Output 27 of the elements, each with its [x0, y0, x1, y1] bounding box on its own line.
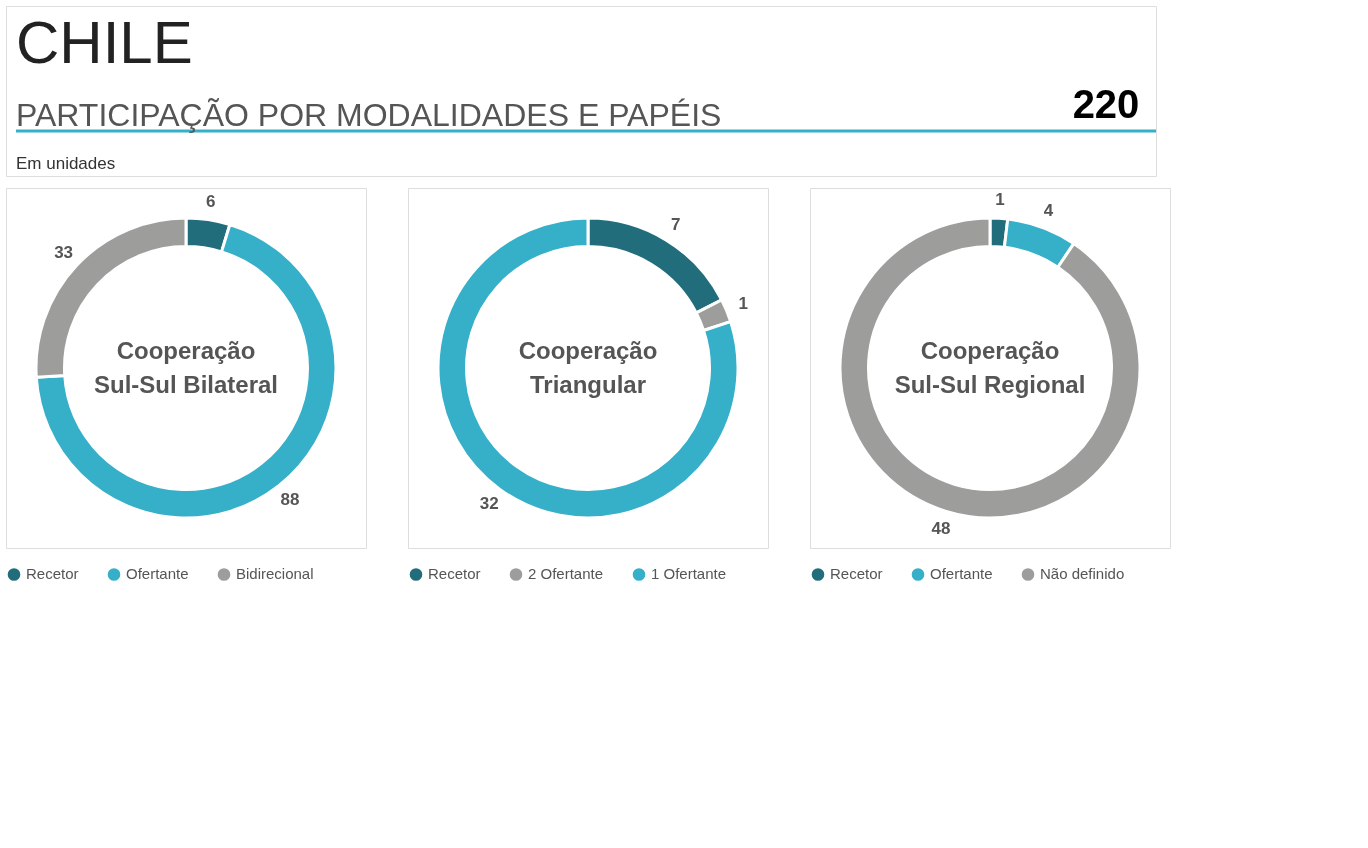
legend-label: Recetor	[26, 565, 79, 583]
data-label: 7	[671, 214, 681, 234]
data-label: 88	[280, 489, 300, 509]
data-label: 32	[479, 493, 499, 513]
legend-label: Ofertante	[930, 565, 993, 583]
legend-label: Ofertante	[126, 565, 189, 583]
legend-label: Não definido	[1040, 565, 1125, 583]
legend-label: Bidirecional	[236, 565, 314, 583]
legend-label: 2 Ofertante	[528, 565, 604, 583]
text: Cooperação Sul-Sul Regional	[894, 337, 1086, 398]
data-label: 1	[995, 190, 1005, 210]
text: PARTICIPAÇÃO POR MODALIDADES E PAPÉIS	[16, 97, 722, 133]
text: CHILE	[16, 9, 193, 76]
data-label: 1	[738, 293, 748, 313]
data-label: 48	[931, 518, 951, 538]
data-label: 4	[1043, 200, 1054, 220]
text: 220	[1072, 82, 1140, 126]
legend-label: Recetor	[830, 565, 883, 583]
donut-slice	[838, 216, 1142, 520]
donut-slice	[436, 216, 740, 520]
data-label: 33	[54, 242, 74, 262]
text: Cooperação Triangular	[518, 337, 658, 398]
data-label: 6	[206, 191, 216, 211]
legend-label: Recetor	[428, 565, 481, 583]
legend-label: 1 Ofertante	[651, 565, 727, 583]
text: Cooperação Sul-Sul Bilateral	[93, 337, 279, 398]
text: Em unidades	[16, 154, 116, 173]
